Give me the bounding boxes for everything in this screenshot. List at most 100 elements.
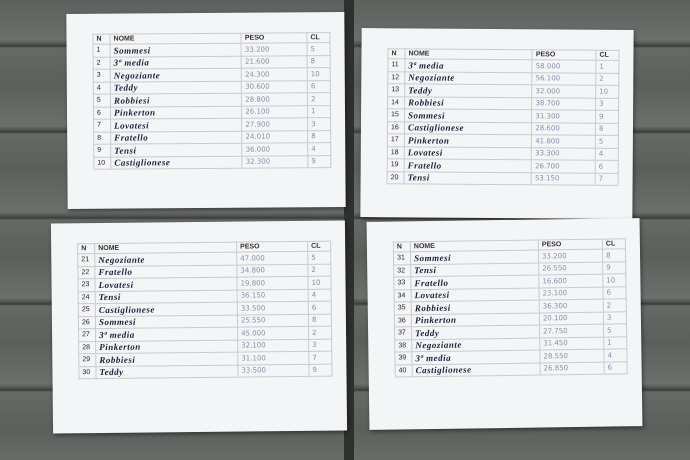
row-number: 8: [93, 131, 111, 145]
weight: 26.700: [531, 159, 596, 173]
table-row: 20 Tensi 53.150 7: [387, 171, 619, 186]
weight: 31.300: [531, 109, 596, 123]
weight: 26.550: [538, 261, 603, 276]
row-number: 6: [93, 106, 111, 120]
rank: 8: [307, 130, 331, 143]
column-header: N: [92, 34, 111, 45]
column-header: CL: [602, 238, 626, 250]
weight: 21.600: [241, 55, 308, 69]
row-number: 5: [93, 94, 111, 107]
row-number: 25: [78, 303, 96, 317]
team-name: Castiglionese: [412, 362, 541, 377]
row-number: 3: [93, 69, 111, 82]
score-table: N NOME PESO CL 31 Sommesi 33.200 8 32 Tensi 26.550…: [393, 238, 628, 378]
plank-gap: [344, 0, 354, 460]
team-name: Robbiesi: [110, 93, 242, 107]
column-header: CL: [307, 241, 331, 252]
team-name: Lovatesi: [404, 146, 532, 160]
weight: 33.300: [531, 147, 596, 161]
row-number: 23: [77, 278, 96, 292]
rank: 2: [307, 92, 331, 106]
row-number: 11: [387, 58, 405, 72]
row-number: 30: [78, 366, 97, 379]
rank: 6: [595, 160, 619, 173]
row-number: 28: [78, 341, 96, 354]
row-number: 18: [387, 146, 405, 159]
weight: 32.000: [532, 84, 596, 98]
weight: 38.700: [531, 97, 596, 111]
weight: 27.750: [539, 324, 604, 338]
score-table: N NOME PESO CL 11 3ª media 58.000 1 12 Negoziante…: [387, 48, 620, 186]
team-name: Robbiesi: [404, 96, 533, 110]
weight: 33.200: [241, 42, 308, 56]
rank: 6: [604, 361, 628, 375]
team-name: Castiglionese: [404, 121, 532, 135]
rank: 9: [595, 110, 619, 123]
team-name: 3ª media: [110, 55, 242, 70]
rank: 6: [602, 286, 627, 300]
rank: 2: [603, 298, 627, 312]
weight: 25.550: [237, 313, 309, 328]
team-name: Sommesi: [404, 108, 532, 123]
row-number: 4: [93, 81, 111, 95]
weight: 56.100: [532, 72, 596, 86]
weight: 31.450: [539, 336, 604, 351]
weight: 36.150: [237, 288, 309, 303]
weight: 24.300: [241, 67, 308, 81]
row-number: 27: [78, 328, 96, 342]
row-number: 21: [77, 253, 95, 267]
rank: 5: [307, 42, 331, 56]
row-number: 33: [393, 276, 412, 290]
weight: 47.000: [236, 251, 308, 265]
team-name: Teddy: [404, 83, 533, 98]
weight: 34.800: [236, 263, 308, 278]
rank: 9: [308, 363, 333, 377]
row-number: 32: [393, 264, 411, 278]
column-header: PESO: [532, 49, 597, 61]
rank: 1: [603, 336, 627, 350]
team-name: Teddy: [95, 364, 239, 379]
rank: 10: [595, 85, 619, 98]
row-number: 37: [394, 326, 412, 340]
column-header: CL: [306, 32, 331, 43]
team-name: Fratello: [110, 130, 243, 145]
rank: 2: [595, 72, 619, 86]
row-number: 38: [394, 339, 412, 353]
weight: 28.550: [539, 349, 605, 363]
weight: 33.500: [237, 301, 309, 315]
row-number: 36: [394, 314, 412, 328]
rank: 4: [308, 288, 332, 302]
column-header: PESO: [241, 32, 308, 44]
rank: 10: [602, 273, 626, 287]
rank: 4: [603, 348, 628, 362]
weight: 23.100: [538, 286, 604, 301]
weight: 58.000: [532, 59, 596, 73]
column-header: N: [393, 241, 411, 253]
row-number: 26: [78, 316, 96, 329]
row-number: 1: [93, 44, 111, 57]
weight: 26.100: [241, 105, 308, 119]
weight: 28.600: [531, 122, 596, 136]
weight: 32.300: [242, 155, 308, 169]
weight: 36.000: [242, 142, 308, 156]
weight: 24.010: [241, 130, 308, 144]
table-row: 30 Teddy 33.500 9: [78, 363, 333, 379]
sheet: N NOME PESO CL 1 Sommesi 33.200 5 2 3ª media 21.60…: [66, 12, 346, 209]
row-number: 19: [387, 158, 405, 172]
rank: 5: [603, 323, 627, 337]
rank: 4: [307, 142, 331, 156]
rank: 5: [595, 135, 619, 148]
row-number: 31: [393, 251, 411, 265]
sheet: N NOME PESO CL 21 Negoziante 47.000 5 22 Fratello…: [50, 220, 348, 434]
rank: 3: [603, 311, 627, 325]
team-name: Tensi: [404, 171, 532, 185]
row-number: 35: [394, 301, 412, 315]
row-number: 12: [387, 71, 405, 84]
weight: 36.300: [539, 299, 604, 313]
row-number: 13: [387, 83, 405, 97]
column-header: CL: [595, 50, 620, 61]
weight: 27.900: [241, 117, 308, 131]
row-number: 14: [387, 96, 405, 109]
rank: 8: [307, 55, 331, 68]
rank: 8: [308, 313, 332, 327]
